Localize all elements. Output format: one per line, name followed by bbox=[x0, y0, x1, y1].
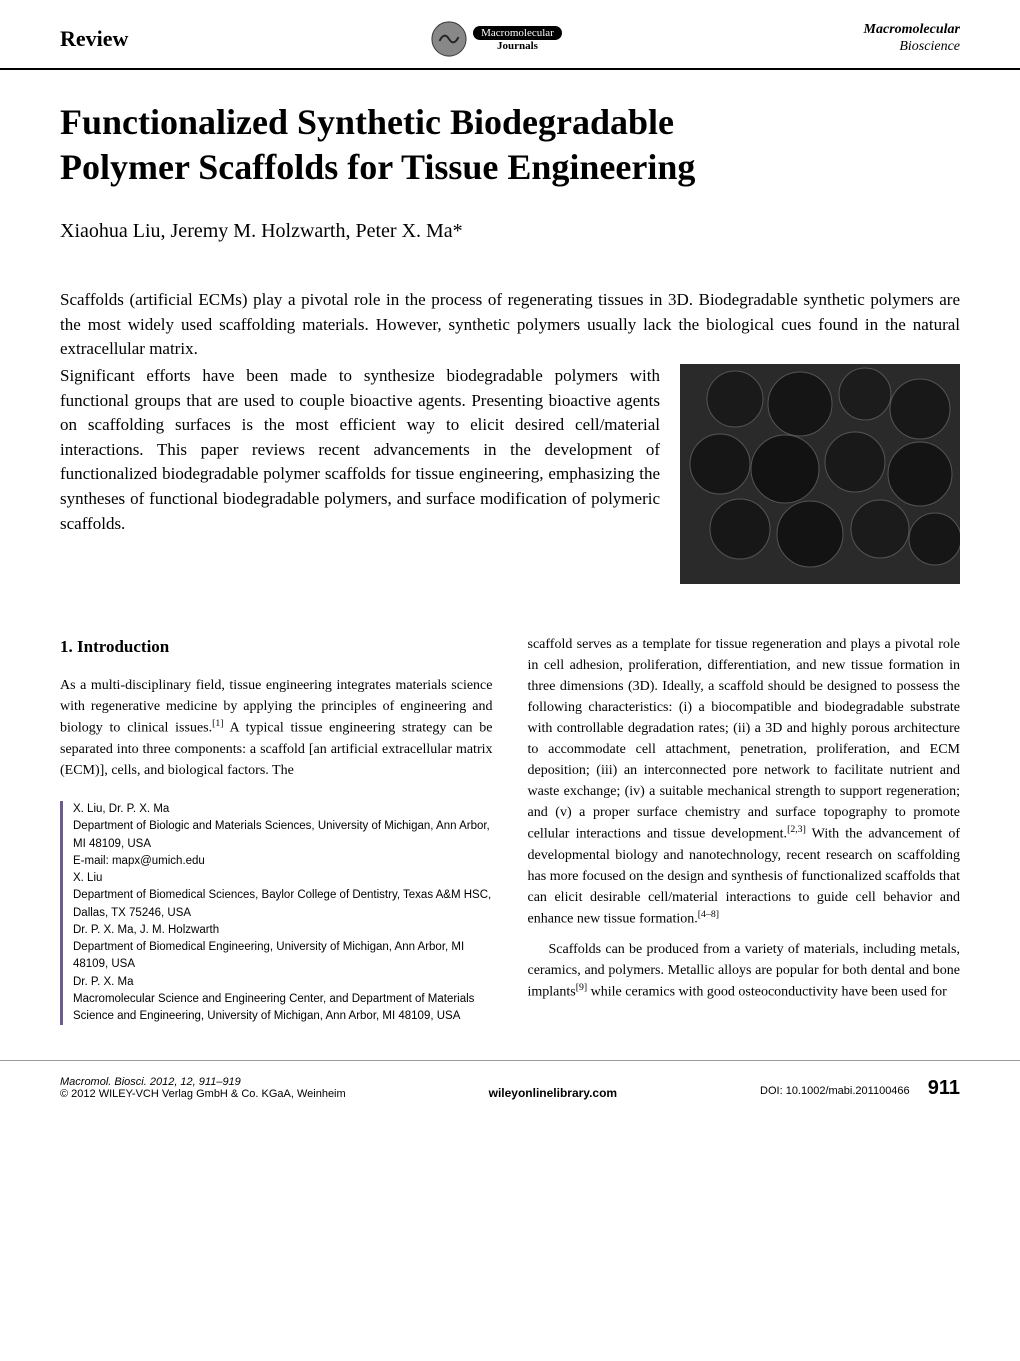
footer-center-link: wileyonlinelibrary.com bbox=[489, 1086, 617, 1100]
footer-left: Macromol. Biosci. 2012, 12, 911–919 © 20… bbox=[60, 1076, 346, 1100]
affiliations-block: X. Liu, Dr. P. X. Ma Department of Biolo… bbox=[60, 801, 493, 1025]
logo-icon bbox=[430, 20, 468, 58]
affil-4-authors: Dr. P. X. Ma bbox=[73, 974, 493, 991]
affil-2-dept: Department of Biomedical Sciences, Baylo… bbox=[73, 887, 493, 922]
affil-1-authors: X. Liu, Dr. P. X. Ma bbox=[73, 801, 493, 818]
title-line-1: Functionalized Synthetic Biodegradable bbox=[60, 102, 674, 142]
page-number: 911 bbox=[928, 1077, 960, 1099]
citation-text: Macromol. Biosci. 2012, 12, 911–919 bbox=[60, 1076, 346, 1088]
body-paragraph-2: Scaffolds can be produced from a variety… bbox=[528, 939, 961, 1003]
left-column: 1. Introduction As a multi-disciplinary … bbox=[60, 634, 493, 1025]
body-columns: 1. Introduction As a multi-disciplinary … bbox=[60, 634, 960, 1025]
article-title: Functionalized Synthetic Biodegradable P… bbox=[60, 100, 960, 190]
logo-text: Macromolecular Journals bbox=[473, 26, 562, 52]
abstract-section: Scaffolds (artificial ECMs) play a pivot… bbox=[60, 288, 960, 584]
body-paragraph-1: scaffold serves as a template for tissue… bbox=[528, 634, 961, 929]
affil-2-authors: X. Liu bbox=[73, 870, 493, 887]
abstract-full-width: Scaffolds (artificial ECMs) play a pivot… bbox=[60, 288, 960, 362]
author-list: Xiaohua Liu, Jeremy M. Holzwarth, Peter … bbox=[60, 220, 960, 243]
copyright-text: © 2012 WILEY-VCH Verlag GmbH & Co. KGaA,… bbox=[60, 1088, 346, 1100]
section-1-heading: 1. Introduction bbox=[60, 634, 493, 660]
affil-3-dept: Department of Biomedical Engineering, Un… bbox=[73, 939, 493, 974]
doi-text: DOI: 10.1002/mabi.201100466 bbox=[760, 1085, 910, 1097]
abstract-wrapped-text: Significant efforts have been made to sy… bbox=[60, 364, 660, 584]
journal-name-1: Macromolecular bbox=[864, 22, 960, 39]
footer-right: DOI: 10.1002/mabi.201100466 911 bbox=[760, 1077, 960, 1100]
abstract-split-row: Significant efforts have been made to sy… bbox=[60, 364, 960, 584]
logo-bottom-text: Journals bbox=[497, 40, 538, 52]
affil-1-dept: Department of Biologic and Materials Sci… bbox=[73, 818, 493, 853]
journal-name-2: Bioscience bbox=[864, 39, 960, 56]
page-content: Functionalized Synthetic Biodegradable P… bbox=[0, 70, 1020, 1045]
intro-paragraph-1: As a multi-disciplinary field, tissue en… bbox=[60, 675, 493, 781]
affil-3-authors: Dr. P. X. Ma, J. M. Holzwarth bbox=[73, 922, 493, 939]
affil-1-email: E-mail: mapx@umich.edu bbox=[73, 853, 493, 870]
page-header: Review Macromolecular Journals Macromole… bbox=[0, 0, 1020, 70]
affil-4-dept: Macromolecular Science and Engineering C… bbox=[73, 991, 493, 1026]
logo-top-text: Macromolecular bbox=[473, 26, 562, 40]
figure-svg bbox=[680, 364, 960, 584]
right-column: scaffold serves as a template for tissue… bbox=[528, 634, 961, 1025]
graphical-abstract-figure bbox=[680, 364, 960, 584]
page-footer: Macromol. Biosci. 2012, 12, 911–919 © 20… bbox=[0, 1060, 1020, 1125]
article-category: Review bbox=[60, 26, 128, 52]
title-line-2: Polymer Scaffolds for Tissue Engineering bbox=[60, 147, 695, 187]
journal-logo: Macromolecular Journals bbox=[430, 20, 562, 58]
journal-name: Macromolecular Bioscience bbox=[864, 22, 960, 56]
